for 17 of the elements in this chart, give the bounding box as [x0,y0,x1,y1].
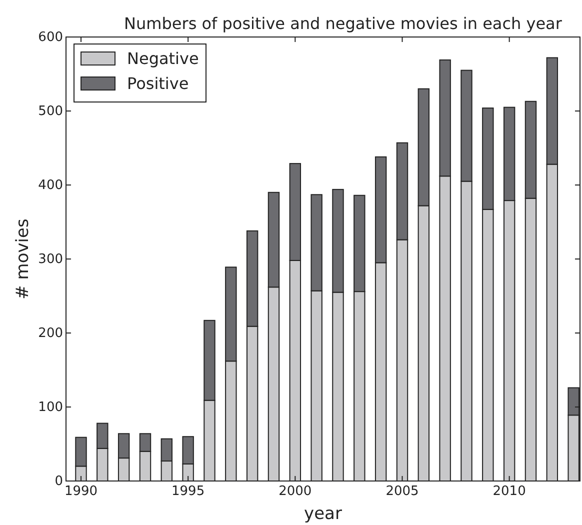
x-tick-label: 1995 [172,484,205,499]
x-axis-title: year [304,504,342,524]
x-tick-label: 2005 [386,484,419,499]
y-tick-label: 100 [38,400,63,415]
chart-title: Numbers of positive and negative movies in each year [124,14,562,33]
legend-label: Positive [127,74,189,93]
x-tick-label: 2000 [278,484,312,499]
x-tick-label: 2010 [492,484,526,499]
y-tick-label: 0 [54,474,63,489]
y-tick-label: 400 [38,178,63,193]
y-tick-label: 300 [38,252,63,267]
y-axis-title: # movies [13,218,33,300]
legend-label: Negative [127,49,199,68]
y-tick-label: 200 [38,326,63,341]
y-tick-label: 600 [38,30,63,45]
y-tick-label: 500 [38,104,63,119]
x-tick-label: 1990 [64,484,98,499]
